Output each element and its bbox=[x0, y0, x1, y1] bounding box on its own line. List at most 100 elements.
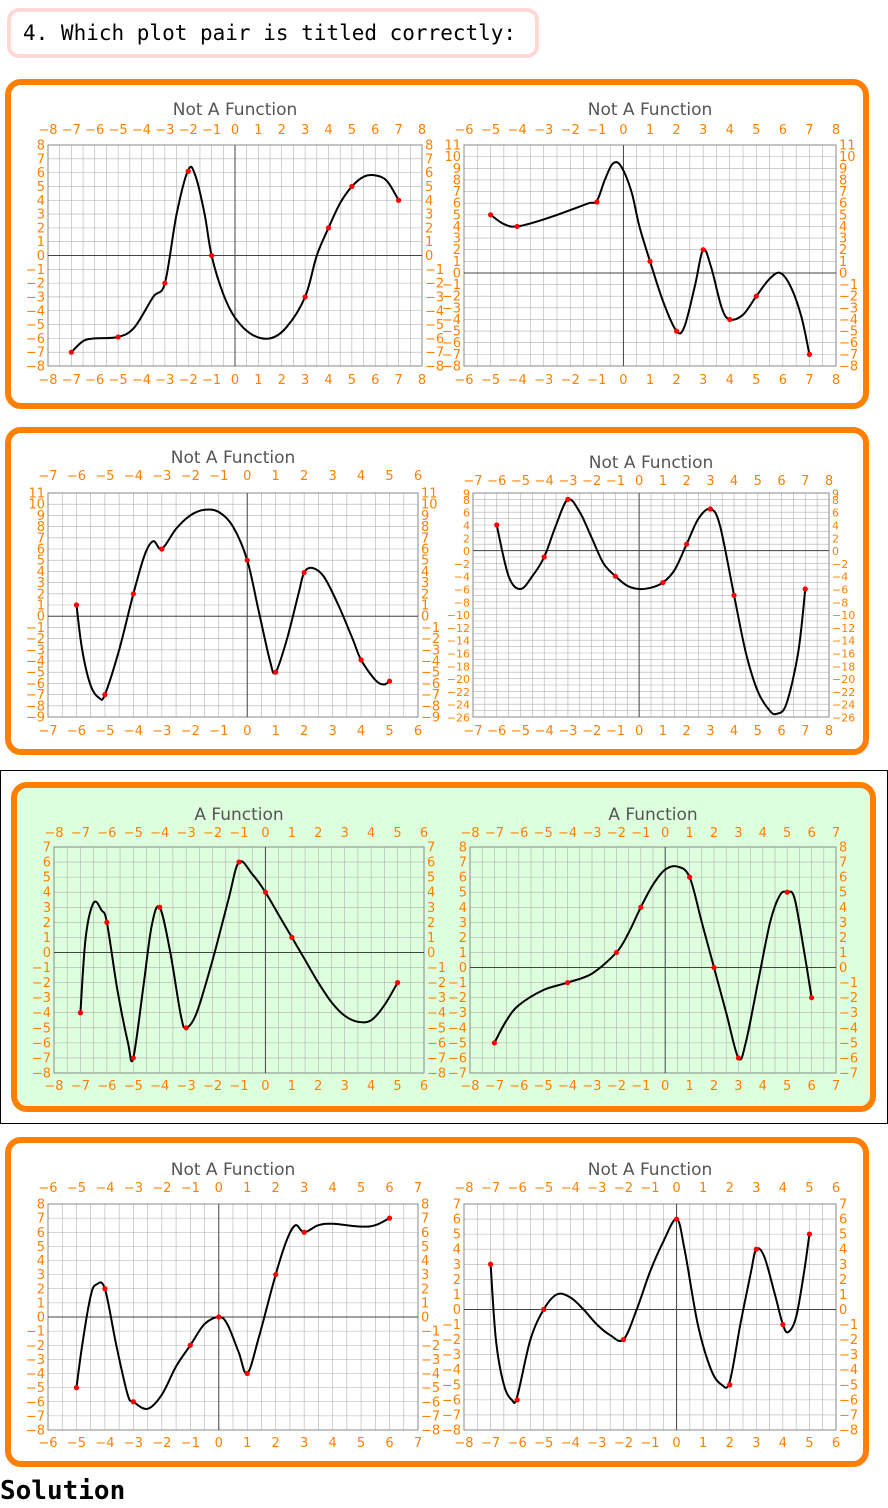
chart-3-ytick-right: 0 bbox=[421, 610, 429, 625]
chart-7-xtick-bottom: −1 bbox=[181, 1436, 200, 1451]
chart-8-xtick-top: −8 bbox=[454, 1181, 473, 1196]
chart-5-data-point bbox=[262, 889, 269, 895]
chart-2-xtick-top: 8 bbox=[832, 123, 840, 138]
chart-6-xtick-top: 4 bbox=[759, 826, 767, 841]
chart-2-ytick-left: 8 bbox=[453, 173, 461, 188]
chart-3-ytick-left: 10 bbox=[28, 498, 45, 513]
chart-5-frame bbox=[53, 846, 425, 1074]
chart-6-xtick-bottom: 4 bbox=[759, 1079, 767, 1094]
chart-1-ytick-right: −4 bbox=[425, 304, 444, 319]
chart-1-xtick-bottom: −4 bbox=[132, 373, 151, 388]
chart-7-xtick-bottom: −5 bbox=[67, 1436, 86, 1451]
chart-4-ytick-left: −22 bbox=[447, 686, 470, 699]
chart-4b: Not A Function−8−8−7−7−6−6−5−5−4−4−3−3−2… bbox=[442, 1160, 858, 1451]
chart-1-ytick-left: −8 bbox=[26, 360, 45, 375]
answer-option-2[interactable]: Not A Function −7 −7 −6 −6 −5 −5 −4 −4 −3 −3 −2 −2 −1… bbox=[5, 427, 869, 755]
chart-6-frame bbox=[469, 846, 837, 1074]
chart-1-xtick-bottom: 8 bbox=[418, 373, 426, 388]
chart-2-ytick-right: 8 bbox=[839, 173, 847, 188]
chart-4-ytick-left: −20 bbox=[447, 673, 470, 686]
answer-option-3[interactable]: A Function −8 −8 −7 −7 −6 −6 −5 −5 −4 −4 −3 −3 −2 −2 −1… bbox=[11, 782, 876, 1112]
chart-7-data-point bbox=[73, 1385, 80, 1391]
chart-1-xtick-bottom: −3 bbox=[155, 373, 174, 388]
chart-3-ytick-left: 6 bbox=[37, 543, 45, 558]
chart-8-ytick-left: 7 bbox=[453, 1198, 461, 1213]
chart-8-xtick-bottom: −1 bbox=[640, 1436, 659, 1451]
chart-5-title: A Function bbox=[194, 805, 283, 825]
chart-3-data-point bbox=[301, 569, 307, 576]
chart-6-ytick-left: −4 bbox=[448, 1021, 467, 1036]
chart-1-ytick-right: 6 bbox=[425, 166, 433, 181]
chart-3-xtick-bottom: 4 bbox=[357, 724, 365, 739]
chart-1-ytick-right: 4 bbox=[425, 194, 433, 209]
chart-8-xtick-top: 0 bbox=[672, 1181, 680, 1196]
chart-4-ytick-right: −10 bbox=[832, 609, 855, 622]
chart-5-xtick-top: −5 bbox=[124, 826, 143, 841]
chart-4-grid bbox=[472, 492, 830, 718]
chart-5-ytick-left: −2 bbox=[32, 976, 51, 991]
chart-8-title: Not A Function bbox=[588, 1160, 713, 1180]
chart-5-ytick-right: −1 bbox=[427, 961, 446, 976]
chart-3-ytick-left: 5 bbox=[37, 554, 45, 569]
chart-1-ytick-right: 5 bbox=[425, 180, 433, 195]
chart-1-ytick-left: 8 bbox=[37, 139, 45, 154]
chart-7-xtick-top: −5 bbox=[67, 1181, 86, 1196]
chart-6-ytick-left: −2 bbox=[448, 991, 467, 1006]
chart-2-ytick-left: −3 bbox=[442, 301, 461, 316]
chart-1-xtick-top: 3 bbox=[301, 123, 309, 138]
chart-4-xtick-bottom: −3 bbox=[558, 724, 577, 739]
chart-8-ytick-left: −7 bbox=[442, 1408, 461, 1423]
chart-1-xtick-top: −8 bbox=[38, 123, 57, 138]
chart-8-ytick-right: 7 bbox=[839, 1198, 847, 1213]
chart-4-ytick-right: −20 bbox=[832, 673, 855, 686]
chart-5-xtick-bottom: 2 bbox=[314, 1079, 322, 1094]
chart-2-data-point bbox=[487, 212, 494, 218]
chart-1-ytick-left: −4 bbox=[26, 304, 45, 319]
chart-2-xtick-top: 4 bbox=[726, 123, 734, 138]
chart-4-data-point bbox=[684, 541, 690, 547]
chart-6-ytick-right: −2 bbox=[839, 991, 858, 1006]
chart-3-ytick-right: 1 bbox=[421, 599, 429, 614]
chart-7-ytick-left: −3 bbox=[26, 1353, 45, 1368]
chart-1-xtick-top: 1 bbox=[254, 123, 262, 138]
chart-7-ytick-left: 7 bbox=[37, 1212, 45, 1227]
chart-4-title: Not A Function bbox=[589, 453, 714, 473]
chart-3-xtick-top: −6 bbox=[67, 469, 86, 484]
plot-pair-2: Not A Function−7−7−6−6−5−5−4−4−3−3−2−2−1… bbox=[26, 448, 855, 739]
chart-4-data-point bbox=[802, 586, 808, 592]
chart-2-ytick-right: 2 bbox=[839, 243, 847, 258]
chart-4-xtick-bottom: −7 bbox=[463, 724, 482, 739]
chart-3-ytick-left: 1 bbox=[37, 599, 45, 614]
chart-1-ytick-right: −2 bbox=[425, 277, 444, 292]
chart-8-xtick-bottom: 0 bbox=[672, 1436, 680, 1451]
chart-8-ytick-right: −3 bbox=[839, 1348, 858, 1363]
chart-6-ytick-left: 6 bbox=[459, 871, 467, 886]
chart-5-xtick-bottom: −4 bbox=[150, 1079, 169, 1094]
chart-3-xtick-top: 4 bbox=[357, 469, 365, 484]
chart-4-ytick-left: 0 bbox=[463, 545, 470, 558]
chart-4-xtick-bottom: −5 bbox=[511, 724, 530, 739]
answer-option-1[interactable]: Not A Function −8 −8 −7 −7 −6 −6 −5 −5 −4 −4 −3 −3 −2… bbox=[5, 79, 869, 409]
chart-6-ytick-right: 2 bbox=[839, 931, 847, 946]
chart-5-xtick-top: 4 bbox=[367, 826, 375, 841]
chart-6-ytick-left: −7 bbox=[448, 1067, 467, 1082]
chart-3-xtick-top: 2 bbox=[300, 469, 308, 484]
chart-4-ytick-right: −8 bbox=[832, 596, 848, 609]
chart-6-ytick-right: 5 bbox=[839, 886, 847, 901]
chart-8-data-point bbox=[620, 1337, 627, 1343]
chart-4-xtick-bottom: 4 bbox=[730, 724, 738, 739]
chart-7-ytick-left: −1 bbox=[26, 1325, 45, 1340]
chart-5-data-point bbox=[183, 1025, 189, 1031]
chart-3-xtick-top: −1 bbox=[209, 469, 228, 484]
chart-5-ytick-left: −5 bbox=[32, 1021, 51, 1036]
chart-8-ytick-left: −8 bbox=[442, 1424, 461, 1439]
chart-6-ytick-right: −5 bbox=[839, 1036, 858, 1051]
answer-option-4[interactable]: Not A Function −6 −6 −5 −5 −4 −4 −3 −3 −2 −2 −1 −1 0 0… bbox=[5, 1137, 869, 1467]
chart-3-ytick-right: −4 bbox=[421, 655, 440, 670]
chart-3a: A Function−8−8−7−7−6−6−5−5−4−4−3−3−2−2−1… bbox=[32, 805, 446, 1094]
chart-7-xtick-bottom: −6 bbox=[38, 1436, 57, 1451]
chart-6-xtick-top: −3 bbox=[582, 826, 601, 841]
chart-1-data-point bbox=[185, 168, 191, 174]
chart-7-ytick-right: 5 bbox=[421, 1240, 429, 1255]
chart-8-ytick-left: −5 bbox=[442, 1378, 461, 1393]
